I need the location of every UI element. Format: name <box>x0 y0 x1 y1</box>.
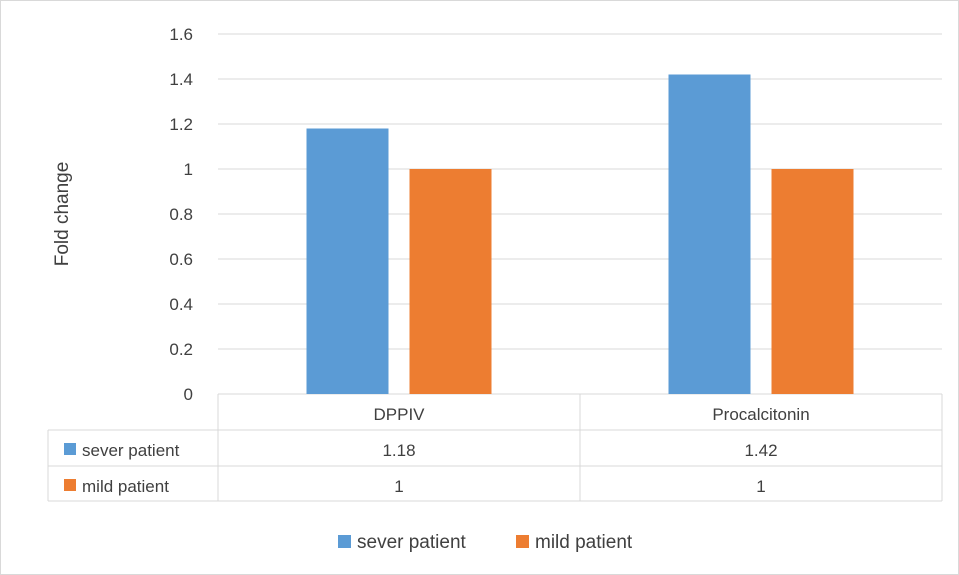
y-tick-label: 0.6 <box>169 250 193 269</box>
y-tick-label: 1 <box>184 160 193 179</box>
y-tick-label: 0.4 <box>169 295 193 314</box>
table-cell-value: 1 <box>756 477 765 496</box>
table-series-name: sever patient <box>82 441 180 460</box>
table-series-swatch <box>64 479 76 491</box>
bars <box>306 74 854 394</box>
legend-swatch <box>516 535 529 548</box>
bar-sever-procalcitonin <box>668 74 751 394</box>
category-label: Procalcitonin <box>712 405 809 424</box>
bar-mild-procalcitonin <box>771 169 854 394</box>
category-label: DPPIV <box>373 405 425 424</box>
table-cell-value: 1.18 <box>382 441 415 460</box>
bar-sever-dppiv <box>306 128 389 394</box>
y-axis-ticks: 0 0.2 0.4 0.6 0.8 1 1.2 1.4 1.6 <box>169 25 193 404</box>
y-tick-label: 0.2 <box>169 340 193 359</box>
table-cell-value: 1.42 <box>744 441 777 460</box>
legend-label: mild patient <box>535 532 633 553</box>
y-axis-label: Fold change <box>52 162 73 267</box>
legend-swatch <box>338 535 351 548</box>
table-series-name: mild patient <box>82 477 169 496</box>
table-cell-value: 1 <box>394 477 403 496</box>
data-table: DPPIV Procalcitonin sever patient 1.18 1.42 m… <box>47 394 943 502</box>
y-tick-label: 0 <box>184 385 193 404</box>
legend-label: sever patient <box>357 532 467 553</box>
legend: sever patient mild patient <box>338 532 633 553</box>
y-tick-label: 1.2 <box>169 115 193 134</box>
table-series-swatch <box>64 443 76 455</box>
bar-mild-dppiv <box>409 169 492 394</box>
y-tick-label: 0.8 <box>169 205 193 224</box>
y-tick-label: 1.6 <box>169 25 193 44</box>
y-tick-label: 1.4 <box>169 70 193 89</box>
